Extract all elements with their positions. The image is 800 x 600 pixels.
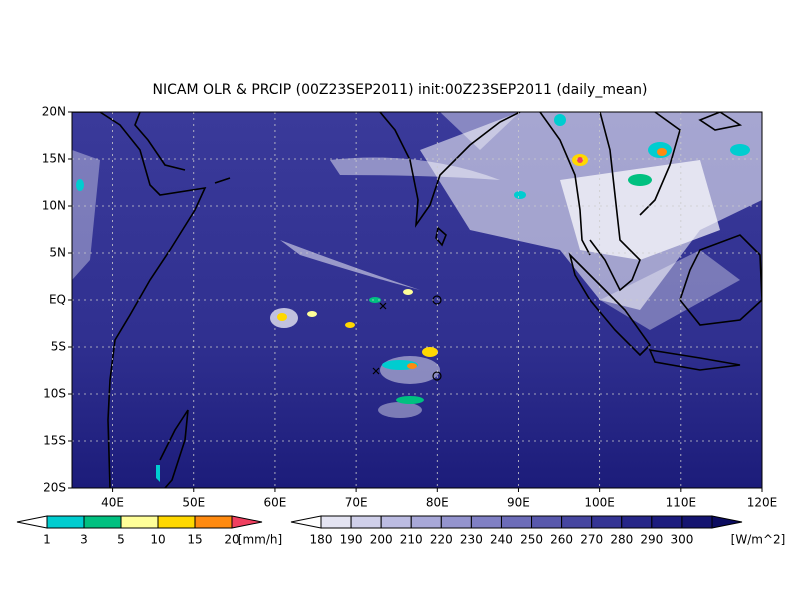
- lon-label: 40E: [101, 496, 124, 510]
- colorbar-box: [194, 515, 233, 529]
- colorbar-label: 20: [224, 533, 239, 547]
- colorbar-box: [440, 515, 472, 529]
- colorbar-label: 290: [640, 533, 663, 547]
- precip-spots: [76, 114, 750, 482]
- lat-label: 15S: [43, 434, 66, 448]
- colorbar-box: [320, 515, 352, 529]
- colorbar-box: [350, 515, 382, 529]
- lon-label: 70E: [345, 496, 368, 510]
- lon-label: 50E: [182, 496, 205, 510]
- colorbar-label: 220: [430, 533, 453, 547]
- colorbar-label: 230: [460, 533, 483, 547]
- colorbar-box: [120, 515, 159, 529]
- map-title: NICAM OLR & PRCIP (00Z23SEP2011) init:00…: [152, 82, 647, 98]
- coastlines: [72, 112, 762, 488]
- lat-label: 20N: [42, 105, 66, 119]
- lon-label: 100E: [584, 496, 615, 510]
- colorbar-box: [157, 515, 196, 529]
- lat-label: 5N: [49, 246, 66, 260]
- colorbar-box: [531, 515, 563, 529]
- lat-label: 5S: [51, 340, 66, 354]
- colorbar-label: 300: [670, 533, 693, 547]
- lon-label: 120E: [747, 496, 778, 510]
- colorbar-label: 1: [43, 533, 51, 547]
- colorbar-arrow: [231, 515, 263, 529]
- lon-label: 90E: [507, 496, 530, 510]
- colorbar-label: 260: [550, 533, 573, 547]
- colorbar-label: 10: [150, 533, 165, 547]
- colorbar-unit: [W/m^2]: [731, 533, 786, 547]
- lat-label: 10S: [43, 387, 66, 401]
- lat-label: 15N: [42, 152, 66, 166]
- lat-label: 10N: [42, 199, 66, 213]
- colorbar-label: 210: [400, 533, 423, 547]
- colorbar-label: 180: [310, 533, 333, 547]
- axis-ticks: 20N 15N 10N 5N EQ 5S 10S 15S 20S 40E 50E 60E 70E 80E 9…: [42, 105, 778, 510]
- colorbar-box: [681, 515, 713, 529]
- colorbars: 1 3 5 10 15 20[mm/h] 180 190 200 210 220 230 240 250 2…: [16, 515, 786, 547]
- colorbar-box: [500, 515, 533, 529]
- colorbar-label: 3: [80, 533, 88, 547]
- colorbar-label: 5: [117, 533, 125, 547]
- colorbar-box: [591, 515, 623, 529]
- cloud-field: [72, 112, 762, 418]
- colorbar-label: 270: [580, 533, 603, 547]
- lat-label: EQ: [49, 293, 66, 307]
- colorbar-box: [46, 515, 85, 529]
- colorbar-box: [83, 515, 122, 529]
- graticule: [72, 112, 762, 488]
- colorbar-box: [410, 515, 442, 529]
- colorbar-box: [380, 515, 412, 529]
- map-area: [72, 112, 762, 488]
- colorbar-label: 190: [340, 533, 363, 547]
- colorbar-arrow: [16, 515, 48, 529]
- colorbar-unit: [mm/h]: [238, 533, 282, 547]
- lon-label: 60E: [264, 496, 287, 510]
- colorbar-label: 15: [187, 533, 202, 547]
- colorbar-box: [561, 515, 593, 529]
- colorbar-arrow: [711, 515, 743, 529]
- colorbar-box: [470, 515, 502, 529]
- colorbar-arrow: [290, 515, 322, 529]
- lon-label: 80E: [426, 496, 449, 510]
- lat-label: 20S: [43, 481, 66, 495]
- colorbar-label: 280: [610, 533, 633, 547]
- colorbar-label: 240: [490, 533, 513, 547]
- lon-label: 110E: [666, 496, 697, 510]
- colorbar-box: [651, 515, 683, 529]
- colorbar-box: [621, 515, 653, 529]
- colorbar-label: 250: [520, 533, 543, 547]
- colorbar-label: 200: [370, 533, 393, 547]
